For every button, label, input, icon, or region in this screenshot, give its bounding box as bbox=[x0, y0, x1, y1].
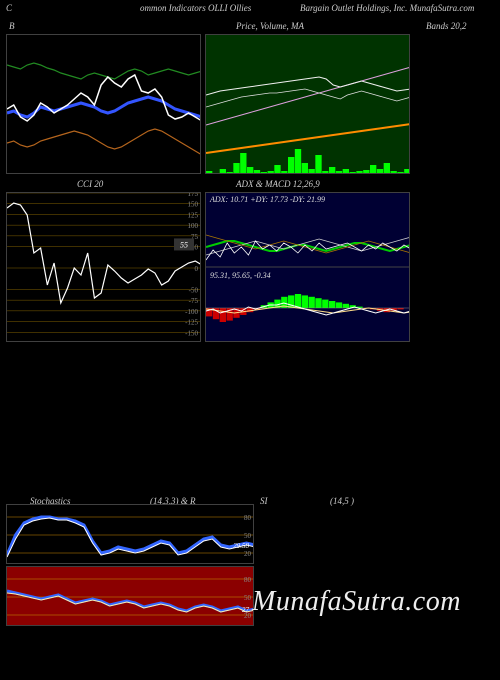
svg-text:-175: -175 bbox=[185, 340, 198, 341]
svg-text:29.58: 29.58 bbox=[233, 542, 249, 550]
price-title: Price, Volume, MA bbox=[236, 21, 304, 31]
bbands-chart bbox=[7, 35, 200, 173]
svg-text:0: 0 bbox=[195, 265, 199, 273]
adx-macd-chart bbox=[206, 193, 409, 341]
svg-text:125: 125 bbox=[188, 211, 199, 219]
svg-text:100: 100 bbox=[188, 222, 199, 230]
rsi-params: (14,5 ) bbox=[330, 496, 354, 506]
adx-title: ADX & MACD 12,26,9 bbox=[236, 179, 320, 189]
svg-text:20: 20 bbox=[244, 550, 252, 558]
cci-title: CCI 20 bbox=[77, 179, 103, 189]
svg-text:55: 55 bbox=[180, 240, 188, 249]
svg-text:-100: -100 bbox=[185, 308, 198, 316]
svg-text:-50: -50 bbox=[189, 286, 199, 294]
rsi-title: SI bbox=[260, 496, 268, 506]
price-panel: Price, Volume, MA Bands 20,2 bbox=[205, 34, 410, 174]
watermark: MunafaSutra.com bbox=[252, 586, 461, 618]
stochastics-panel: 80 50 2029.58 bbox=[6, 504, 254, 564]
header-left: C bbox=[6, 3, 12, 13]
cci-chart: 17515012510075500-50-75-100-125-150-1755… bbox=[7, 193, 200, 341]
bbands-title: B bbox=[9, 21, 15, 31]
macd-values: 95.31, 95.65, -0.34 bbox=[210, 271, 271, 280]
bands-title: Bands 20,2 bbox=[426, 21, 467, 31]
header-right: Bargain Outlet Holdings, Inc. MunafaSutr… bbox=[300, 3, 474, 13]
adx-macd-panel: ADX & MACD 12,26,9 ADX: 10.71 +DY: 17.73… bbox=[205, 192, 410, 342]
svg-text:80: 80 bbox=[244, 576, 252, 584]
svg-text:50: 50 bbox=[244, 594, 252, 602]
svg-text:27: 27 bbox=[242, 606, 250, 614]
rsi-panel: 80502027 bbox=[6, 566, 254, 626]
bbands-panel: B bbox=[6, 34, 201, 174]
header-bar: C ommon Indicators OLLI Ollies Bargain O… bbox=[0, 0, 500, 18]
price-chart bbox=[206, 35, 409, 173]
svg-text:150: 150 bbox=[188, 201, 199, 209]
svg-text:-150: -150 bbox=[185, 329, 198, 337]
svg-text:50: 50 bbox=[244, 532, 252, 540]
svg-text:80: 80 bbox=[244, 514, 252, 522]
stochastics-chart: 80 50 2029.58 bbox=[7, 505, 253, 563]
svg-text:-75: -75 bbox=[189, 297, 199, 305]
cci-panel: CCI 20 17515012510075500-50-75-100-125-1… bbox=[6, 192, 201, 342]
rsi-chart: 80502027 bbox=[7, 567, 253, 625]
adx-values: ADX: 10.71 +DY: 17.73 -DY: 21.99 bbox=[210, 195, 325, 204]
header-mid: ommon Indicators OLLI Ollies bbox=[140, 3, 251, 13]
svg-text:175: 175 bbox=[188, 193, 199, 198]
spacer bbox=[0, 342, 500, 492]
svg-text:-125: -125 bbox=[185, 319, 198, 327]
